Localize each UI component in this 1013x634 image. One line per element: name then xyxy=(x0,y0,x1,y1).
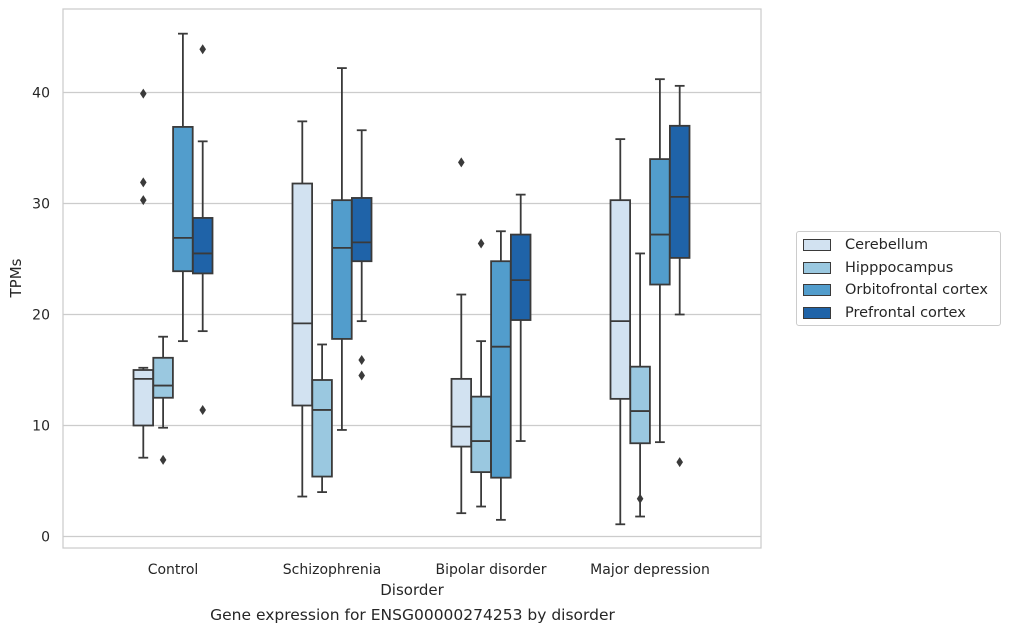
box-iqr xyxy=(350,197,373,263)
x-axis-label: Disorder xyxy=(380,581,444,599)
box xyxy=(509,193,532,442)
legend-item: Orbitofrontal cortex xyxy=(803,280,988,300)
box xyxy=(291,120,314,498)
box-iqr xyxy=(629,365,651,445)
box-iqr xyxy=(609,199,632,400)
legend-swatch xyxy=(803,261,831,274)
legend-item: Cerebellum xyxy=(803,235,928,255)
box-iqr xyxy=(152,356,174,399)
legend-label: Prefrontal cortex xyxy=(845,304,966,321)
chart-caption: Gene expression for ENSG00000274253 by d… xyxy=(210,606,615,624)
legend-label: Hipppocampus xyxy=(845,259,954,276)
box-iqr xyxy=(331,199,353,340)
legend: Cerebellum Hipppocampus Orbitofrontal cort… xyxy=(796,231,1001,326)
x-axis-ticks: Control Schizophrenia Bipolar disorder Majo… xyxy=(148,562,710,578)
box xyxy=(191,44,214,415)
plot-area-frame xyxy=(62,8,762,549)
box-iqr xyxy=(490,260,512,479)
y-axis-ticks: 0 10 20 30 40 xyxy=(32,86,50,546)
box xyxy=(311,343,333,494)
box xyxy=(609,138,632,526)
legend-swatch xyxy=(803,284,831,296)
outlier-point xyxy=(199,44,206,55)
box xyxy=(350,129,373,381)
box-iqr xyxy=(470,395,492,474)
legend-label: Orbitofrontal cortex xyxy=(845,282,988,298)
legend-item: Prefrontal cortex xyxy=(803,303,966,323)
box xyxy=(331,67,353,431)
outlier-point xyxy=(140,195,147,206)
box-iqr xyxy=(191,217,214,275)
legend-swatch xyxy=(803,239,831,251)
outlier-point xyxy=(199,404,206,415)
box xyxy=(629,252,651,518)
box-iqr xyxy=(311,379,333,478)
box xyxy=(172,32,194,343)
box xyxy=(490,230,512,521)
outlier-point xyxy=(358,370,365,381)
box-iqr xyxy=(509,233,532,321)
box xyxy=(450,157,473,515)
box-iqr xyxy=(450,377,473,448)
legend-label: Cerebellum xyxy=(845,237,929,253)
y-tick-label: 30 xyxy=(32,197,50,213)
legend-item: Hipppocampus xyxy=(803,258,953,278)
box xyxy=(649,78,671,444)
legend-swatch xyxy=(803,306,831,319)
x-tick-label: Schizophrenia xyxy=(283,562,381,578)
outlier-point xyxy=(477,238,485,249)
y-tick-label: 10 xyxy=(32,419,50,435)
box-iqr xyxy=(669,124,691,259)
outlier-point xyxy=(636,493,644,504)
y-tick-label: 20 xyxy=(32,308,50,324)
x-tick-label: Control xyxy=(148,562,199,578)
y-axis-label: TPMs xyxy=(7,258,25,298)
box-iqr xyxy=(291,182,314,407)
outlier-point xyxy=(140,88,147,99)
y-tick-label: 40 xyxy=(32,86,50,102)
y-tick-label: 0 xyxy=(41,530,50,546)
outlier-point xyxy=(159,454,167,465)
boxes xyxy=(132,32,691,526)
outlier-point xyxy=(458,157,465,168)
box xyxy=(470,238,492,508)
outlier-point xyxy=(676,457,683,468)
x-tick-label: Major depression xyxy=(590,562,710,578)
box xyxy=(152,335,174,465)
box xyxy=(669,84,691,468)
box xyxy=(132,88,155,459)
outlier-point xyxy=(140,177,147,188)
box-iqr xyxy=(172,126,194,273)
box-iqr xyxy=(649,158,671,286)
x-tick-label: Bipolar disorder xyxy=(435,562,546,578)
outlier-point xyxy=(358,355,365,366)
